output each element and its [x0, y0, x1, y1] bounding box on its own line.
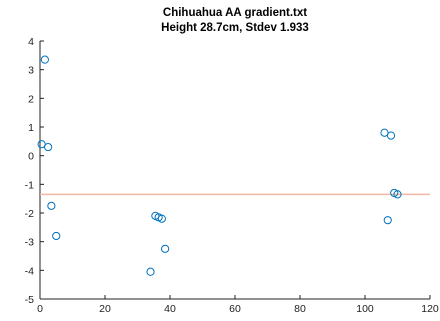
x-tick-label: 80 [294, 303, 306, 315]
chart-title: Chihuahua AA gradient.txt [163, 7, 307, 19]
y-tick-label: 1 [28, 122, 34, 134]
y-tick-label: 3 [28, 65, 34, 77]
axes-group [39, 41, 430, 300]
y-tick-label: -1 [25, 179, 34, 191]
data-point [40, 55, 49, 64]
data-point [146, 267, 155, 276]
data-points-group [37, 55, 402, 276]
data-point [52, 231, 61, 241]
y-tick-label: 0 [28, 151, 34, 163]
data-point [157, 214, 166, 223]
y-tick-label: -5 [25, 294, 34, 306]
data-point [393, 190, 402, 199]
data-point [386, 131, 396, 140]
data-point [161, 244, 170, 253]
x-tick-label: 0 [37, 303, 43, 315]
y-tick-label: -4 [25, 265, 34, 277]
x-tick-label: 100 [356, 303, 374, 315]
y-tick-label: -2 [25, 208, 34, 220]
x-tick-label: 60 [229, 303, 241, 315]
x-ticks-group: 0 20 40 60 80 100 120 [37, 295, 439, 315]
data-point [383, 216, 392, 225]
y-tick-label: -3 [25, 237, 34, 249]
x-tick-label: 40 [164, 303, 176, 315]
y-ticks-group: 4 3 2 1 0 -1 -2 -3 -4 -5 [25, 36, 44, 306]
x-tick-label: 20 [99, 303, 111, 315]
y-tick-label: 2 [28, 93, 34, 105]
data-point [44, 142, 53, 152]
x-tick-label: 120 [421, 303, 439, 315]
chart-subtitle: Height 28.7cm, Stdev 1.933 [161, 22, 309, 34]
data-point [47, 201, 56, 210]
y-tick-label: 4 [28, 36, 34, 48]
